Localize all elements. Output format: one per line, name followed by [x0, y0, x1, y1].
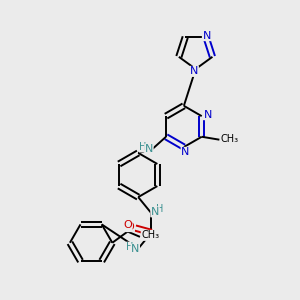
Text: N: N: [131, 244, 140, 254]
Text: H: H: [126, 242, 134, 252]
Text: N: N: [145, 144, 153, 154]
Text: N: N: [190, 66, 198, 76]
Text: CH₃: CH₃: [141, 230, 159, 240]
Text: N: N: [202, 31, 211, 40]
Text: H: H: [140, 142, 147, 152]
Text: O: O: [123, 220, 132, 230]
Text: CH₃: CH₃: [220, 134, 239, 144]
Text: N: N: [203, 110, 212, 120]
Text: O: O: [126, 222, 134, 232]
Text: N: N: [181, 147, 190, 158]
Text: H: H: [156, 204, 164, 214]
Text: N: N: [151, 207, 159, 217]
